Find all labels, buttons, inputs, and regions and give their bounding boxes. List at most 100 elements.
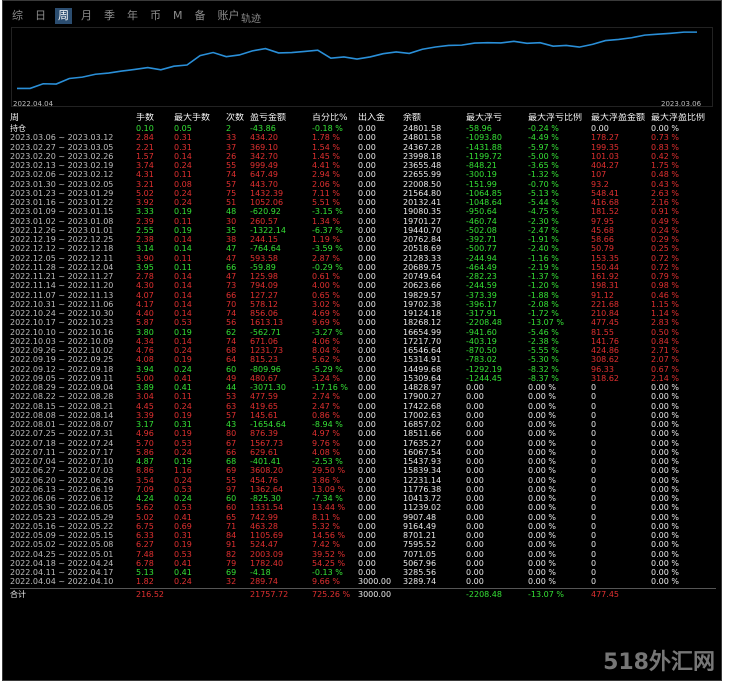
week-range: 2023.02.13 ~ 2023.02.19 bbox=[10, 161, 114, 170]
table-cell: 2.07 % bbox=[651, 355, 679, 365]
table-row: 2022.09.12 ~ 2022.09.18 3.94 0.24 60 -809.96… bbox=[10, 365, 716, 374]
table-cell: 0.19 bbox=[174, 429, 192, 439]
table-cell: 74 bbox=[226, 170, 237, 180]
table-cell: 93.2 bbox=[591, 179, 609, 189]
table-cell: 876.39 bbox=[250, 429, 278, 439]
week-range: 2022.12.19 ~ 2022.12.25 bbox=[10, 235, 114, 244]
table-cell: 0.00 bbox=[358, 188, 376, 198]
table-cell: 19701.27 bbox=[403, 216, 442, 226]
tab-2[interactable]: 周 bbox=[55, 8, 72, 24]
table-cell: 0.00 % bbox=[651, 392, 679, 402]
table-cell: 0 bbox=[591, 568, 597, 577]
week-range: 2022.11.28 ~ 2022.12.04 bbox=[10, 262, 114, 272]
table-cell: 3.94 bbox=[136, 364, 154, 374]
table-cell: -151.99 bbox=[466, 179, 497, 189]
hold-cell: -0.18 % bbox=[312, 124, 343, 133]
table-row: 2022.10.03 ~ 2022.10.09 4.34 0.14 74 671.06 4… bbox=[10, 337, 716, 346]
table-cell: 51 bbox=[226, 198, 237, 207]
table-cell: 3.89 bbox=[136, 383, 154, 392]
table-row: 2023.02.20 ~ 2023.02.26 1.57 0.14 26 342.70 1… bbox=[10, 152, 716, 161]
tab-1[interactable]: 日 bbox=[35, 9, 46, 22]
tab-0[interactable]: 综 bbox=[12, 9, 23, 22]
table-cell: 0.00 % bbox=[651, 475, 679, 485]
table-cell: -8.94 % bbox=[312, 420, 343, 429]
week-range: 2022.09.26 ~ 2022.10.02 bbox=[10, 346, 114, 355]
table-cell: 0.00 bbox=[466, 531, 484, 540]
table-cell: 0.14 bbox=[174, 244, 192, 254]
table-cell: 578.12 bbox=[250, 299, 278, 309]
table-cell: -0.29 % bbox=[312, 262, 343, 272]
table-cell: -3.15 % bbox=[312, 207, 343, 217]
table-cell: -3.27 % bbox=[312, 327, 343, 337]
tab-9[interactable]: 账户 bbox=[217, 9, 240, 22]
tab-5[interactable]: 年 bbox=[127, 9, 138, 22]
table-cell: 0.98 % bbox=[651, 281, 679, 291]
table-row: 2022.05.23 ~ 2022.05.29 5.02 0.41 65 742.99 8… bbox=[10, 513, 716, 522]
table-cell: -4.75 % bbox=[528, 207, 559, 217]
table-cell: 17900.27 bbox=[403, 392, 442, 402]
chart-start-date: 2022.04.04 bbox=[13, 100, 54, 108]
table-cell: 153.35 bbox=[591, 253, 619, 263]
table-cell: 2.84 bbox=[136, 133, 154, 143]
table-cell: 1567.73 bbox=[250, 438, 284, 448]
table-cell: -7.34 % bbox=[312, 494, 343, 503]
week-range: 2022.04.11 ~ 2022.04.17 bbox=[10, 568, 114, 577]
table-header: 周 手数 最大手数 次数 盈亏金额 百分比% 出入金 余额 最大浮亏 最大浮亏比例 最大浮盈金额 最大… bbox=[10, 113, 716, 124]
table-cell: 33 bbox=[226, 133, 237, 143]
table-cell: 11776.38 bbox=[403, 484, 442, 494]
table-cell: 7595.52 bbox=[403, 540, 437, 550]
table-cell: 0.19 bbox=[174, 540, 192, 550]
table-cell: 1362.64 bbox=[250, 484, 284, 494]
table-cell: 0 bbox=[591, 392, 597, 402]
table-cell: 0.11 bbox=[174, 170, 192, 180]
table-cell: 18268.12 bbox=[403, 318, 442, 328]
table-cell: 96.33 bbox=[591, 364, 614, 374]
table-cell: 17635.27 bbox=[403, 438, 442, 448]
hold-row: 持仓 0.10 0.05 2 -43.86 -0.18 % 0.00 24801.58 -58.… bbox=[10, 124, 716, 133]
table-cell: 0 bbox=[591, 503, 597, 513]
table-cell: 0.72 % bbox=[651, 262, 679, 272]
table-cell: 0.41 bbox=[174, 558, 192, 568]
table-cell: 4.00 % bbox=[312, 281, 340, 291]
table-cell: 57 bbox=[226, 410, 237, 420]
table-cell: 2.83 % bbox=[651, 318, 679, 328]
tab-6[interactable]: 币 bbox=[150, 9, 161, 22]
table-cell: 19702.38 bbox=[403, 299, 442, 309]
table-cell: 8.86 bbox=[136, 466, 154, 476]
header-cell: 百分比% bbox=[312, 113, 348, 123]
table-cell: 0.00 % bbox=[651, 512, 679, 522]
table-cell: 0.00 % bbox=[651, 549, 679, 559]
table-cell: 55 bbox=[226, 475, 237, 485]
table-cell: 0.14 bbox=[174, 235, 192, 244]
table-cell: 0.00 % bbox=[528, 383, 556, 392]
table-cell: 0 bbox=[591, 410, 597, 420]
tab-3[interactable]: 月 bbox=[81, 9, 92, 22]
table-cell: -2.38 % bbox=[528, 336, 559, 346]
tab-4[interactable]: 季 bbox=[104, 9, 115, 22]
table-cell: -2.19 % bbox=[528, 262, 559, 272]
table-cell: 0.41 bbox=[174, 373, 192, 383]
table-cell: 0.00 bbox=[358, 531, 376, 540]
week-range: 2022.12.26 ~ 2023.01.01 bbox=[10, 225, 114, 235]
table-cell: 0 bbox=[591, 401, 597, 411]
table-cell: 6.33 bbox=[136, 531, 154, 540]
table-cell: 9.76 % bbox=[312, 438, 340, 448]
table-cell: 10413.72 bbox=[403, 494, 442, 503]
table-cell: -403.19 bbox=[466, 336, 497, 346]
table-cell: 141.76 bbox=[591, 336, 619, 346]
table-cell: 0 bbox=[591, 420, 597, 429]
table-cell: 0.00 % bbox=[651, 438, 679, 448]
table-cell: -13.07 % bbox=[528, 318, 564, 328]
table-row: 2022.10.24 ~ 2022.10.30 4.40 0.14 74 856.06 4… bbox=[10, 309, 716, 318]
tab-7[interactable]: M bbox=[173, 9, 183, 22]
table-cell: 0.00 bbox=[466, 484, 484, 494]
table-cell: 71 bbox=[226, 521, 237, 531]
table-cell: -870.50 bbox=[466, 346, 497, 355]
week-range: 2022.04.18 ~ 2022.04.24 bbox=[10, 558, 114, 568]
table-cell: 0.00 bbox=[358, 299, 376, 309]
table-cell: 0.50 % bbox=[651, 327, 679, 337]
table-cell: 0.11 bbox=[174, 262, 192, 272]
tab-8[interactable]: 备 bbox=[194, 9, 206, 22]
table-cell: -1093.80 bbox=[466, 133, 502, 143]
table-cell: -3.59 % bbox=[312, 244, 343, 254]
